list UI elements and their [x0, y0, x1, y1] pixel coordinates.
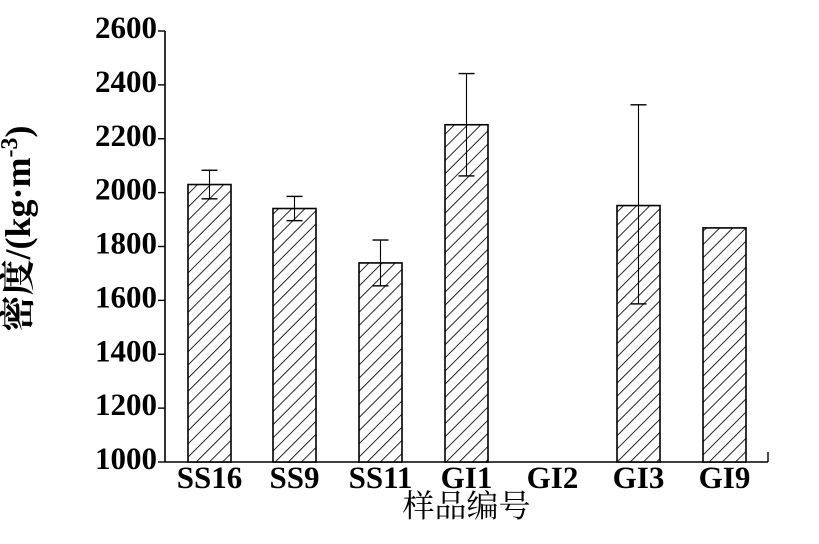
svg-text:2400: 2400 — [95, 64, 157, 99]
svg-text:2000: 2000 — [95, 172, 157, 207]
svg-text:2200: 2200 — [95, 118, 157, 153]
svg-text:SS9: SS9 — [270, 460, 320, 495]
svg-text:密度/(kg·m-3): 密度/(kg·m-3) — [0, 125, 38, 331]
svg-text:1200: 1200 — [95, 387, 157, 422]
svg-text:1400: 1400 — [95, 333, 157, 368]
svg-text:样品编号: 样品编号 — [402, 488, 530, 524]
svg-text:GI9: GI9 — [699, 460, 751, 495]
svg-text:SS16: SS16 — [177, 460, 242, 495]
svg-text:1800: 1800 — [95, 226, 157, 261]
svg-text:1000: 1000 — [95, 441, 157, 476]
svg-text:1600: 1600 — [95, 279, 157, 314]
svg-text:GI3: GI3 — [613, 460, 665, 495]
svg-text:2600: 2600 — [95, 10, 157, 45]
svg-text:GI2: GI2 — [527, 460, 579, 495]
